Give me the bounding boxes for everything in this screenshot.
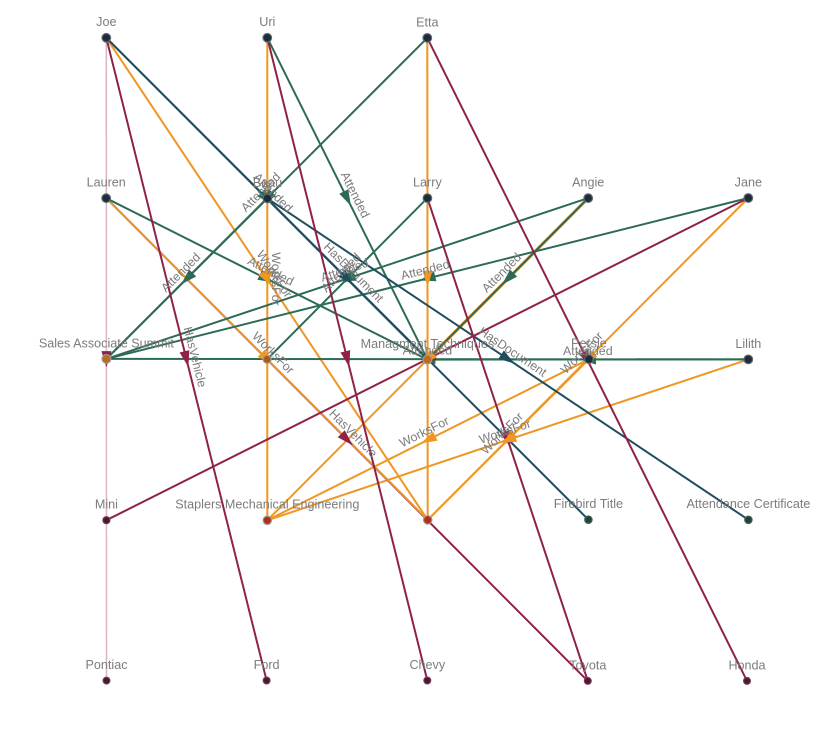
svg-text:Attended: Attended <box>403 344 453 358</box>
svg-text:Attendance Certificate: Attendance Certificate <box>686 497 810 511</box>
svg-text:Firebird Title: Firebird Title <box>554 497 623 511</box>
svg-text:Lilith: Lilith <box>735 337 761 351</box>
svg-text:Attended: Attended <box>563 344 613 358</box>
svg-text:Honda: Honda <box>728 658 765 672</box>
svg-text:Ford: Ford <box>254 658 280 672</box>
svg-text:Etta: Etta <box>416 15 438 29</box>
svg-text:Persie: Persie <box>571 337 607 351</box>
svg-text:Lauren: Lauren <box>87 176 126 190</box>
svg-text:Mini: Mini <box>95 498 118 512</box>
svg-text:Larry: Larry <box>413 176 442 190</box>
svg-text:Angie: Angie <box>572 176 604 190</box>
svg-text:Jane: Jane <box>735 175 762 189</box>
svg-text:Sales Associate Summit: Sales Associate Summit <box>39 336 175 350</box>
svg-text:Toyota: Toyota <box>569 658 606 672</box>
svg-text:Staplers Mechanical Engineerin: Staplers Mechanical Engineering <box>175 498 359 512</box>
svg-text:Beau: Beau <box>253 176 282 190</box>
svg-text:WorksFor: WorksFor <box>269 252 283 305</box>
svg-text:Chevy: Chevy <box>409 658 445 672</box>
svg-text:Pontiac: Pontiac <box>85 658 127 672</box>
svg-text:Managment Techniques: Managment Techniques <box>361 337 495 351</box>
svg-text:Joe: Joe <box>96 15 116 29</box>
svg-text:Uri: Uri <box>259 15 275 29</box>
